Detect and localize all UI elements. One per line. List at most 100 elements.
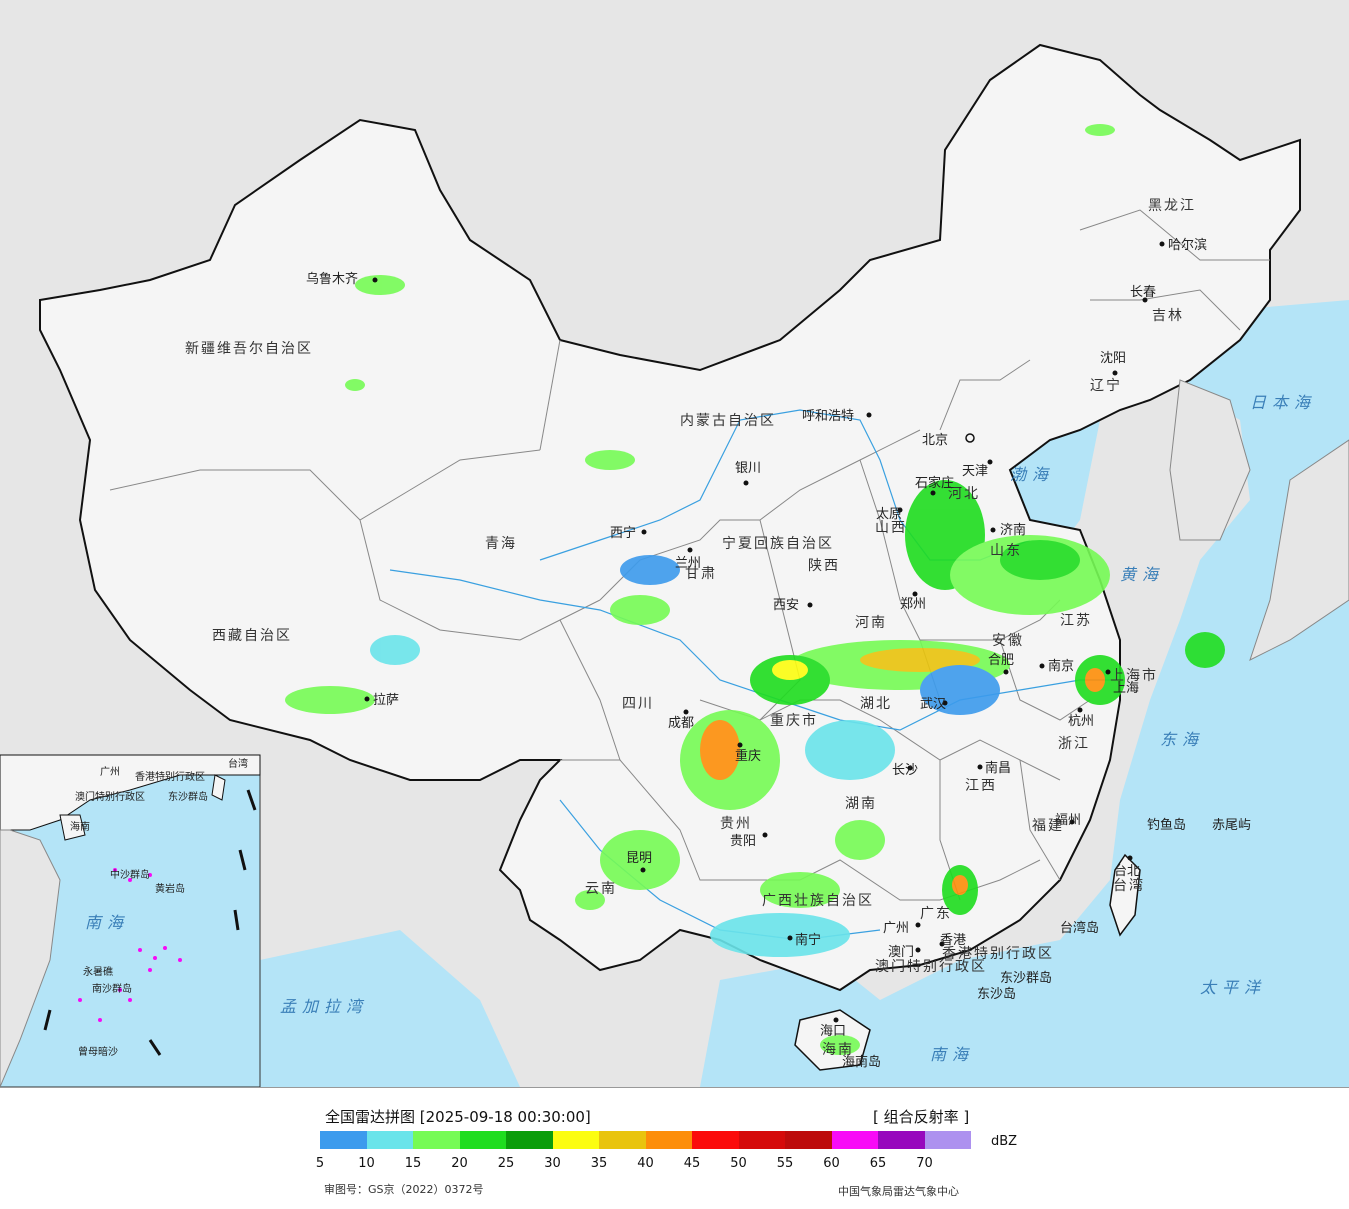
- echo-east-sea: [1185, 632, 1225, 668]
- prov-shanghai: 上海市: [1110, 667, 1158, 684]
- prov-hongkong: 香港特别行政区: [942, 946, 1054, 962]
- legend-swatch: [738, 1131, 785, 1149]
- inset-zhongsha: 中沙群岛: [110, 868, 150, 881]
- sea-label-bengal: 孟加拉湾: [280, 997, 368, 1016]
- city-taipei: 台北: [1114, 864, 1140, 879]
- city-kunming: 昆明: [626, 851, 652, 866]
- city-tianjin: 天津: [962, 464, 988, 479]
- prov-fujian: 福建: [1032, 818, 1064, 834]
- prov-hunan: 湖南: [845, 796, 877, 812]
- inset-hainan-label: 海南: [70, 820, 90, 833]
- echo-hainan: [820, 1035, 860, 1055]
- legend-tick-label: 10: [358, 1156, 375, 1171]
- city-changchun: 长春: [1130, 285, 1156, 300]
- legend-tick-label: 60: [823, 1156, 840, 1171]
- legend-swatch: [320, 1131, 367, 1149]
- legend-swatch: [599, 1131, 646, 1149]
- city-guiyang: 贵阳: [730, 834, 756, 849]
- taiwan-island: [1109, 853, 1141, 937]
- city-haikou: 海口: [820, 1024, 846, 1039]
- prov-gansu: 甘肃: [685, 566, 717, 582]
- legend-tick-label: 15: [404, 1156, 422, 1171]
- legend-product: [ 组合反射率 ]: [873, 1108, 970, 1126]
- map-review-number: 审图号：GS京（2022）0372号: [324, 1183, 484, 1196]
- ocean-bay-of-bengal: [260, 930, 520, 1087]
- prov-guizhou: 贵州: [720, 816, 752, 832]
- city-urumqi: 乌鲁木齐: [306, 271, 358, 287]
- echo-guangxi: [710, 913, 850, 957]
- legend-tick-label: 5: [315, 1156, 325, 1171]
- korea-peninsula: [1169, 379, 1251, 541]
- city-hohhot: 呼和浩特: [802, 409, 854, 424]
- city-guangzhou: 广州: [883, 921, 909, 936]
- city-shenyang: 沈阳: [1100, 351, 1126, 366]
- legend-title: 全国雷达拼图 [2025-09-18 00:30:00]: [325, 1108, 591, 1126]
- echo-inner-mongolia: [585, 450, 635, 470]
- prov-jilin: 吉林: [1152, 308, 1184, 324]
- city-shijiazhuang: 石家庄: [915, 475, 954, 491]
- echo-shandong-core: [1000, 540, 1080, 580]
- prov-tibet: 西藏自治区: [212, 628, 292, 644]
- city-zhengzhou: 郑州: [900, 597, 926, 612]
- sea-label-yellow: 黄海: [1120, 565, 1164, 584]
- inset-mainland: [0, 754, 261, 831]
- inset-hongkong: 香港特别行政区: [135, 770, 205, 783]
- prov-qinghai: 青海: [485, 536, 517, 552]
- city-taiyuan: 太原: [876, 507, 902, 522]
- prov-taiwan: 台湾: [1113, 877, 1145, 894]
- inset-taiwan: [211, 774, 226, 801]
- echo-heilongjiang: [1085, 124, 1115, 136]
- radar-echoes: [285, 124, 1225, 1055]
- city-hangzhou: 杭州: [1068, 714, 1094, 729]
- legend-panel: 全国雷达拼图 [2025-09-18 00:30:00] [ 组合反射率 ] d…: [0, 1087, 1349, 1209]
- inset-hainan: [59, 814, 86, 841]
- prov-shandong: 山东: [990, 543, 1022, 559]
- echo-gansu: [610, 595, 670, 625]
- inset-taiwan-label: 台湾: [228, 757, 248, 770]
- city-wuhan: 武汉: [920, 697, 946, 712]
- city-lhasa: 拉萨: [373, 693, 399, 708]
- city-yinchuan: 银川: [735, 461, 761, 476]
- prov-liaoning: 辽宁: [1090, 377, 1122, 394]
- city-beijing: 北京: [922, 433, 948, 448]
- city-shanghai: 上海: [1113, 681, 1139, 696]
- legend-swatch: [366, 1131, 413, 1149]
- echo-urumqi: [355, 275, 405, 295]
- prov-shanxi: 山西: [875, 520, 907, 536]
- inset-macau: 澳门特别行政区: [75, 790, 145, 803]
- legend-swatch: [924, 1131, 971, 1149]
- echo-xinjiang: [345, 379, 365, 391]
- legend-swatch: [692, 1131, 739, 1149]
- inset-yongshu: 永暑礁: [83, 965, 113, 978]
- legend-swatch: [459, 1131, 506, 1149]
- prov-guangxi: 广西壮族自治区: [762, 893, 874, 909]
- prov-hebei: 河北: [948, 486, 980, 502]
- prov-anhui: 安徽: [992, 633, 1024, 649]
- city-nanchang: 南昌: [985, 760, 1011, 776]
- legend-color-bar: [320, 1131, 971, 1149]
- legend-tick-label: 50: [730, 1156, 747, 1171]
- legend-swatch: [413, 1131, 460, 1149]
- echo-qinghai: [620, 555, 680, 585]
- echo-hunan: [805, 720, 895, 780]
- legend-tick-label: 65: [869, 1156, 887, 1171]
- island-chiwei: 赤尾屿: [1212, 818, 1251, 833]
- island-dongsha-group: 东沙群岛: [1000, 970, 1052, 986]
- ocean-east: [700, 300, 1349, 1087]
- inset-nine-dash-line: [43, 789, 257, 1056]
- legend-swatch: [831, 1131, 878, 1149]
- agency-credit: 中国气象局雷达气象中心: [838, 1185, 959, 1198]
- prov-chongqing: 重庆市: [770, 712, 818, 729]
- legend-swatch: [506, 1131, 553, 1149]
- echo-guangxi-north: [760, 872, 840, 908]
- city-nanning: 南宁: [795, 932, 821, 948]
- echo-guangdong-core: [952, 875, 968, 895]
- sea-label-east: 东海: [1160, 730, 1204, 749]
- sea-label-japan: 日本海: [1250, 393, 1316, 412]
- prov-jiangsu: 江苏: [1060, 613, 1092, 629]
- prov-inner-mongolia: 内蒙古自治区: [680, 413, 776, 429]
- island-hainan: 海南岛: [842, 1054, 881, 1070]
- prov-ningxia: 宁夏回族自治区: [722, 535, 834, 552]
- legend-tick-label: 20: [451, 1156, 468, 1171]
- prov-macau: 澳门特别行政区: [875, 959, 987, 975]
